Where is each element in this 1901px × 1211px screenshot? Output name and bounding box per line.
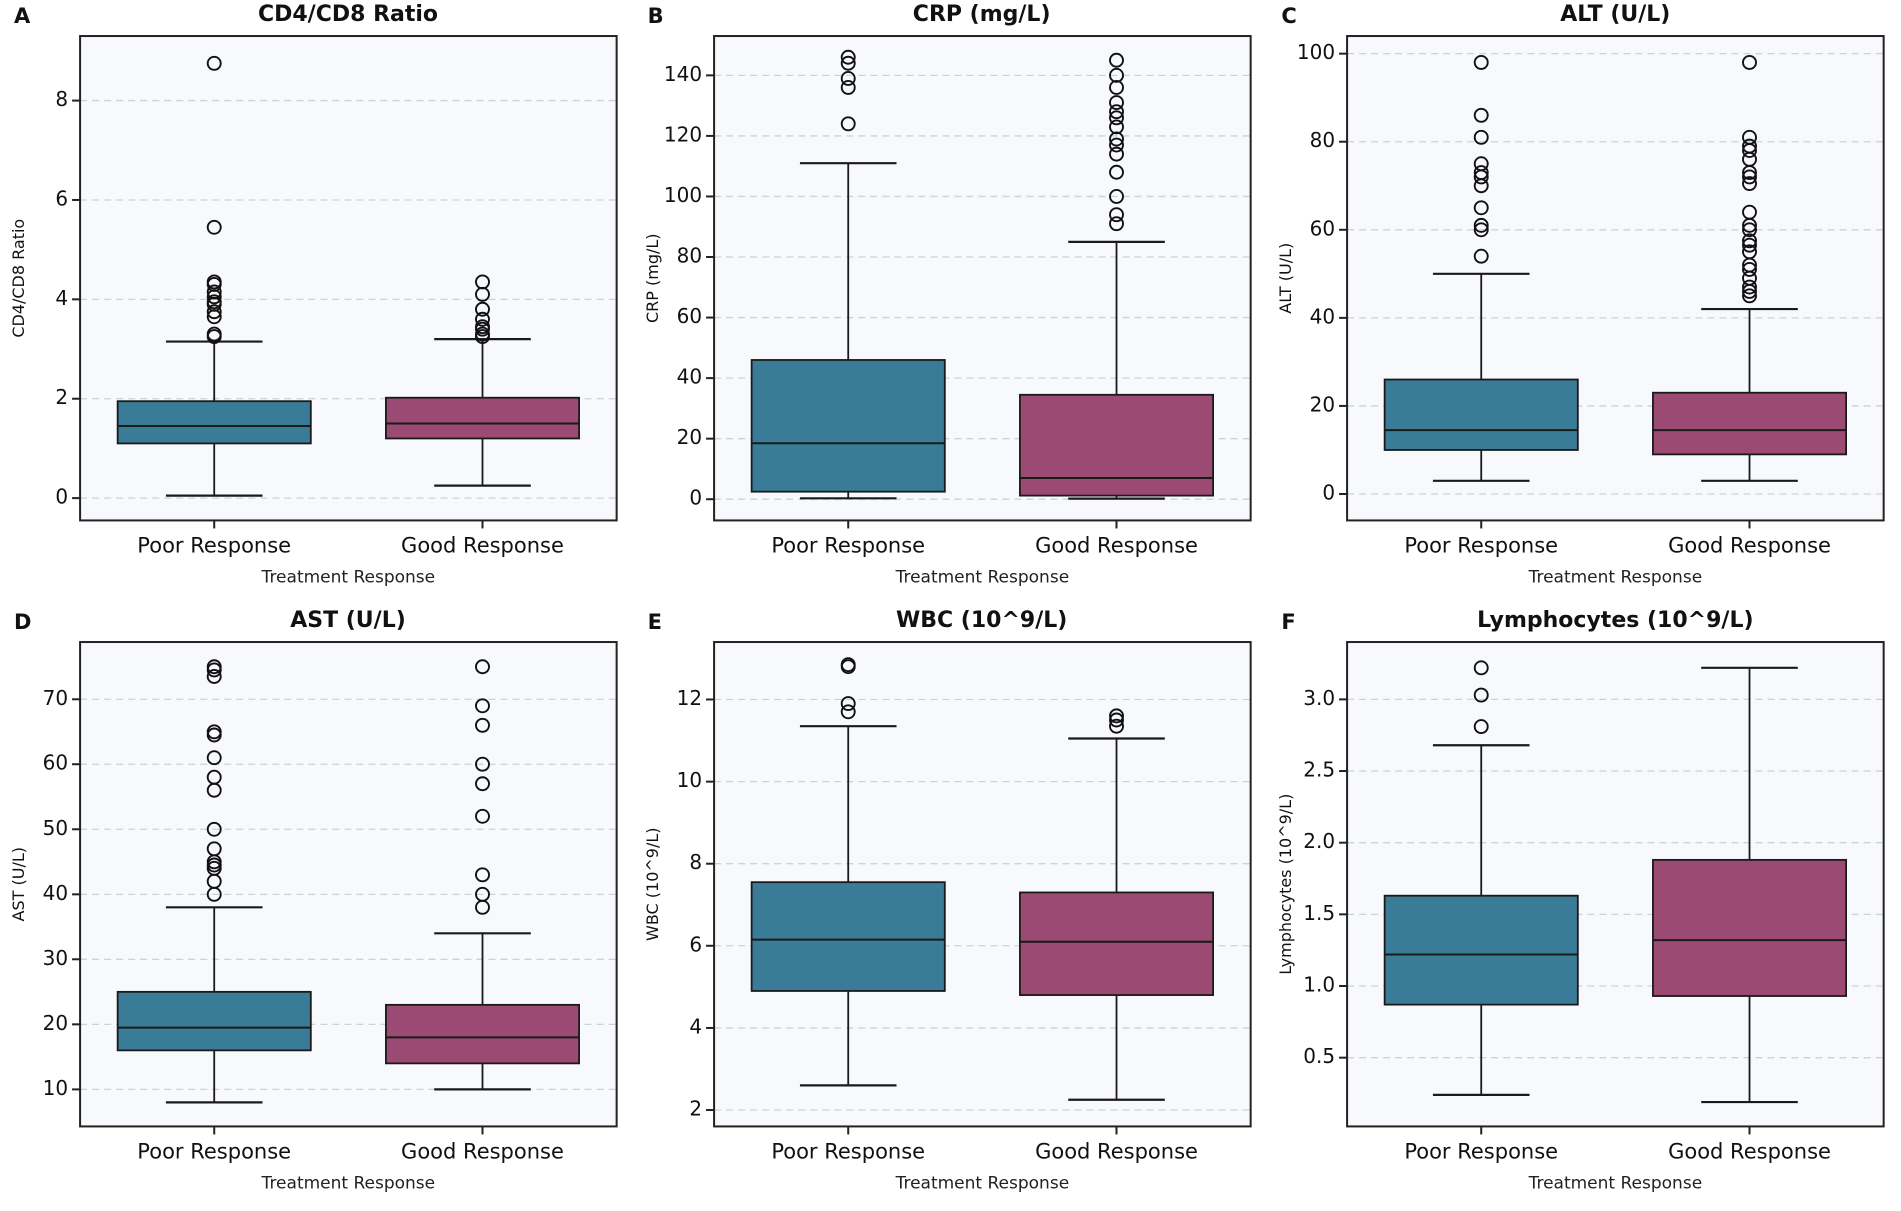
boxplot-cd4-cd8-ratio: 0 2 4 6 8 Poor Response Good Response CD4/CD8 R… xyxy=(9,35,618,587)
svg-text:20: 20 xyxy=(676,425,701,449)
boxplot-crp: 0 20 40 60 80 100 120 140 Poor Response Good Resp… xyxy=(643,35,1252,587)
svg-text:Poor Response: Poor Response xyxy=(137,1138,291,1163)
svg-text:Good Response: Good Response xyxy=(401,1138,564,1163)
svg-text:6: 6 xyxy=(55,186,68,210)
panel-c: C ALT (U/L) 0 20 40 60 80 100 Poor Response Goo… xyxy=(1267,0,1901,606)
svg-text:8: 8 xyxy=(55,87,68,111)
svg-text:Treatment Response: Treatment Response xyxy=(261,1173,436,1193)
svg-text:40: 40 xyxy=(43,880,68,904)
panel-letter-f: F xyxy=(1281,609,1296,634)
panel-letter-e: E xyxy=(647,609,663,634)
panel-title-f: Lymphocytes (10^9/L) xyxy=(1477,607,1754,633)
svg-text:80: 80 xyxy=(1310,128,1335,152)
svg-text:50: 50 xyxy=(43,815,68,839)
svg-text:10: 10 xyxy=(676,768,701,792)
svg-text:Good Response: Good Response xyxy=(401,532,564,557)
panel-letter-a: A xyxy=(14,4,31,28)
svg-text:Good Response: Good Response xyxy=(1668,532,1831,557)
svg-text:Treatment Response: Treatment Response xyxy=(1528,1173,1703,1193)
svg-text:8: 8 xyxy=(689,850,702,874)
svg-text:Good Response: Good Response xyxy=(1035,532,1198,557)
panel-b: B CRP (mg/L) 0 20 40 60 80 100 120 140 Poor Resp… xyxy=(634,0,1268,606)
panel-letter-d: D xyxy=(14,609,32,634)
svg-text:Poor Response: Poor Response xyxy=(1405,532,1559,557)
svg-text:0: 0 xyxy=(55,485,68,509)
svg-text:ALT (U/L): ALT (U/L) xyxy=(1276,243,1295,314)
panel-e: E WBC (10^9/L) 2 4 6 8 10 12 Poor Response Good… xyxy=(634,606,1268,1211)
svg-text:Poor Response: Poor Response xyxy=(137,532,291,557)
svg-text:10: 10 xyxy=(43,1075,68,1099)
svg-text:4: 4 xyxy=(689,1014,702,1038)
svg-text:6: 6 xyxy=(689,932,702,956)
svg-text:1.5: 1.5 xyxy=(1304,900,1336,924)
svg-text:4: 4 xyxy=(55,286,68,310)
panel-letter-c: C xyxy=(1281,4,1297,28)
boxplot-lymphocytes: 0.5 1.0 1.5 2.0 2.5 3.0 Poor Response Good Resp… xyxy=(1276,640,1885,1193)
svg-text:140: 140 xyxy=(664,62,702,86)
panel-a: A CD4/CD8 Ratio 0 2 4 6 8 Poor Response Good R… xyxy=(0,0,634,606)
svg-text:0: 0 xyxy=(1323,481,1336,505)
svg-text:2.0: 2.0 xyxy=(1304,829,1336,853)
svg-text:1.0: 1.0 xyxy=(1304,972,1336,996)
boxplot-wbc: 2 4 6 8 10 12 Poor Response Good Response WBC (1… xyxy=(643,640,1252,1193)
svg-text:40: 40 xyxy=(676,365,701,389)
panel-title-b: CRP (mg/L) xyxy=(912,2,1051,27)
panel-letter-b: B xyxy=(647,4,664,28)
panel-d: D AST (U/L) 10 20 30 40 50 60 70 Poor Response G… xyxy=(0,606,634,1211)
svg-text:3.0: 3.0 xyxy=(1304,685,1336,709)
svg-text:20: 20 xyxy=(1310,392,1335,416)
svg-text:WBC (10^9/L): WBC (10^9/L) xyxy=(643,827,662,941)
svg-text:70: 70 xyxy=(43,685,68,709)
svg-text:AST (U/L): AST (U/L) xyxy=(9,846,28,920)
panel-title-d: AST (U/L) xyxy=(290,607,406,633)
svg-text:12: 12 xyxy=(676,685,701,709)
svg-text:Lymphocytes (10^9/L): Lymphocytes (10^9/L) xyxy=(1276,793,1295,974)
boxplot-ast: 10 20 30 40 50 60 70 Poor Response Good Response… xyxy=(9,640,618,1193)
svg-text:60: 60 xyxy=(676,304,701,328)
svg-text:Treatment Response: Treatment Response xyxy=(1528,567,1703,587)
svg-text:Poor Response: Poor Response xyxy=(1405,1138,1559,1163)
svg-text:Treatment Response: Treatment Response xyxy=(261,567,436,587)
svg-text:30: 30 xyxy=(43,945,68,969)
svg-text:80: 80 xyxy=(676,244,701,268)
panel-title-e: WBC (10^9/L) xyxy=(895,607,1068,633)
svg-text:0: 0 xyxy=(689,486,702,510)
svg-text:2: 2 xyxy=(689,1096,702,1120)
svg-text:20: 20 xyxy=(43,1010,68,1034)
svg-text:Poor Response: Poor Response xyxy=(771,1138,925,1163)
svg-text:100: 100 xyxy=(1297,40,1335,64)
svg-text:Poor Response: Poor Response xyxy=(771,532,925,557)
svg-text:Good Response: Good Response xyxy=(1668,1138,1831,1163)
svg-text:120: 120 xyxy=(664,122,702,146)
panel-f: F Lymphocytes (10^9/L) 0.5 1.0 1.5 2.0 2.5 3.… xyxy=(1267,606,1901,1211)
svg-text:2: 2 xyxy=(55,385,68,409)
svg-text:Good Response: Good Response xyxy=(1035,1138,1198,1163)
svg-text:100: 100 xyxy=(664,183,702,207)
panel-title-a: CD4/CD8 Ratio xyxy=(257,2,439,27)
panel-title-c: ALT (U/L) xyxy=(1560,2,1671,27)
svg-text:Treatment Response: Treatment Response xyxy=(894,567,1069,587)
svg-text:40: 40 xyxy=(1310,304,1335,328)
svg-text:60: 60 xyxy=(1310,216,1335,240)
svg-text:0.5: 0.5 xyxy=(1304,1044,1336,1068)
svg-text:CRP (mg/L): CRP (mg/L) xyxy=(643,233,662,323)
svg-text:60: 60 xyxy=(43,750,68,774)
svg-text:2.5: 2.5 xyxy=(1304,757,1336,781)
svg-text:Treatment Response: Treatment Response xyxy=(894,1173,1069,1193)
boxplot-alt: 0 20 40 60 80 100 Poor Response Good Response AL… xyxy=(1276,35,1885,587)
svg-text:CD4/CD8 Ratio: CD4/CD8 Ratio xyxy=(9,219,28,338)
